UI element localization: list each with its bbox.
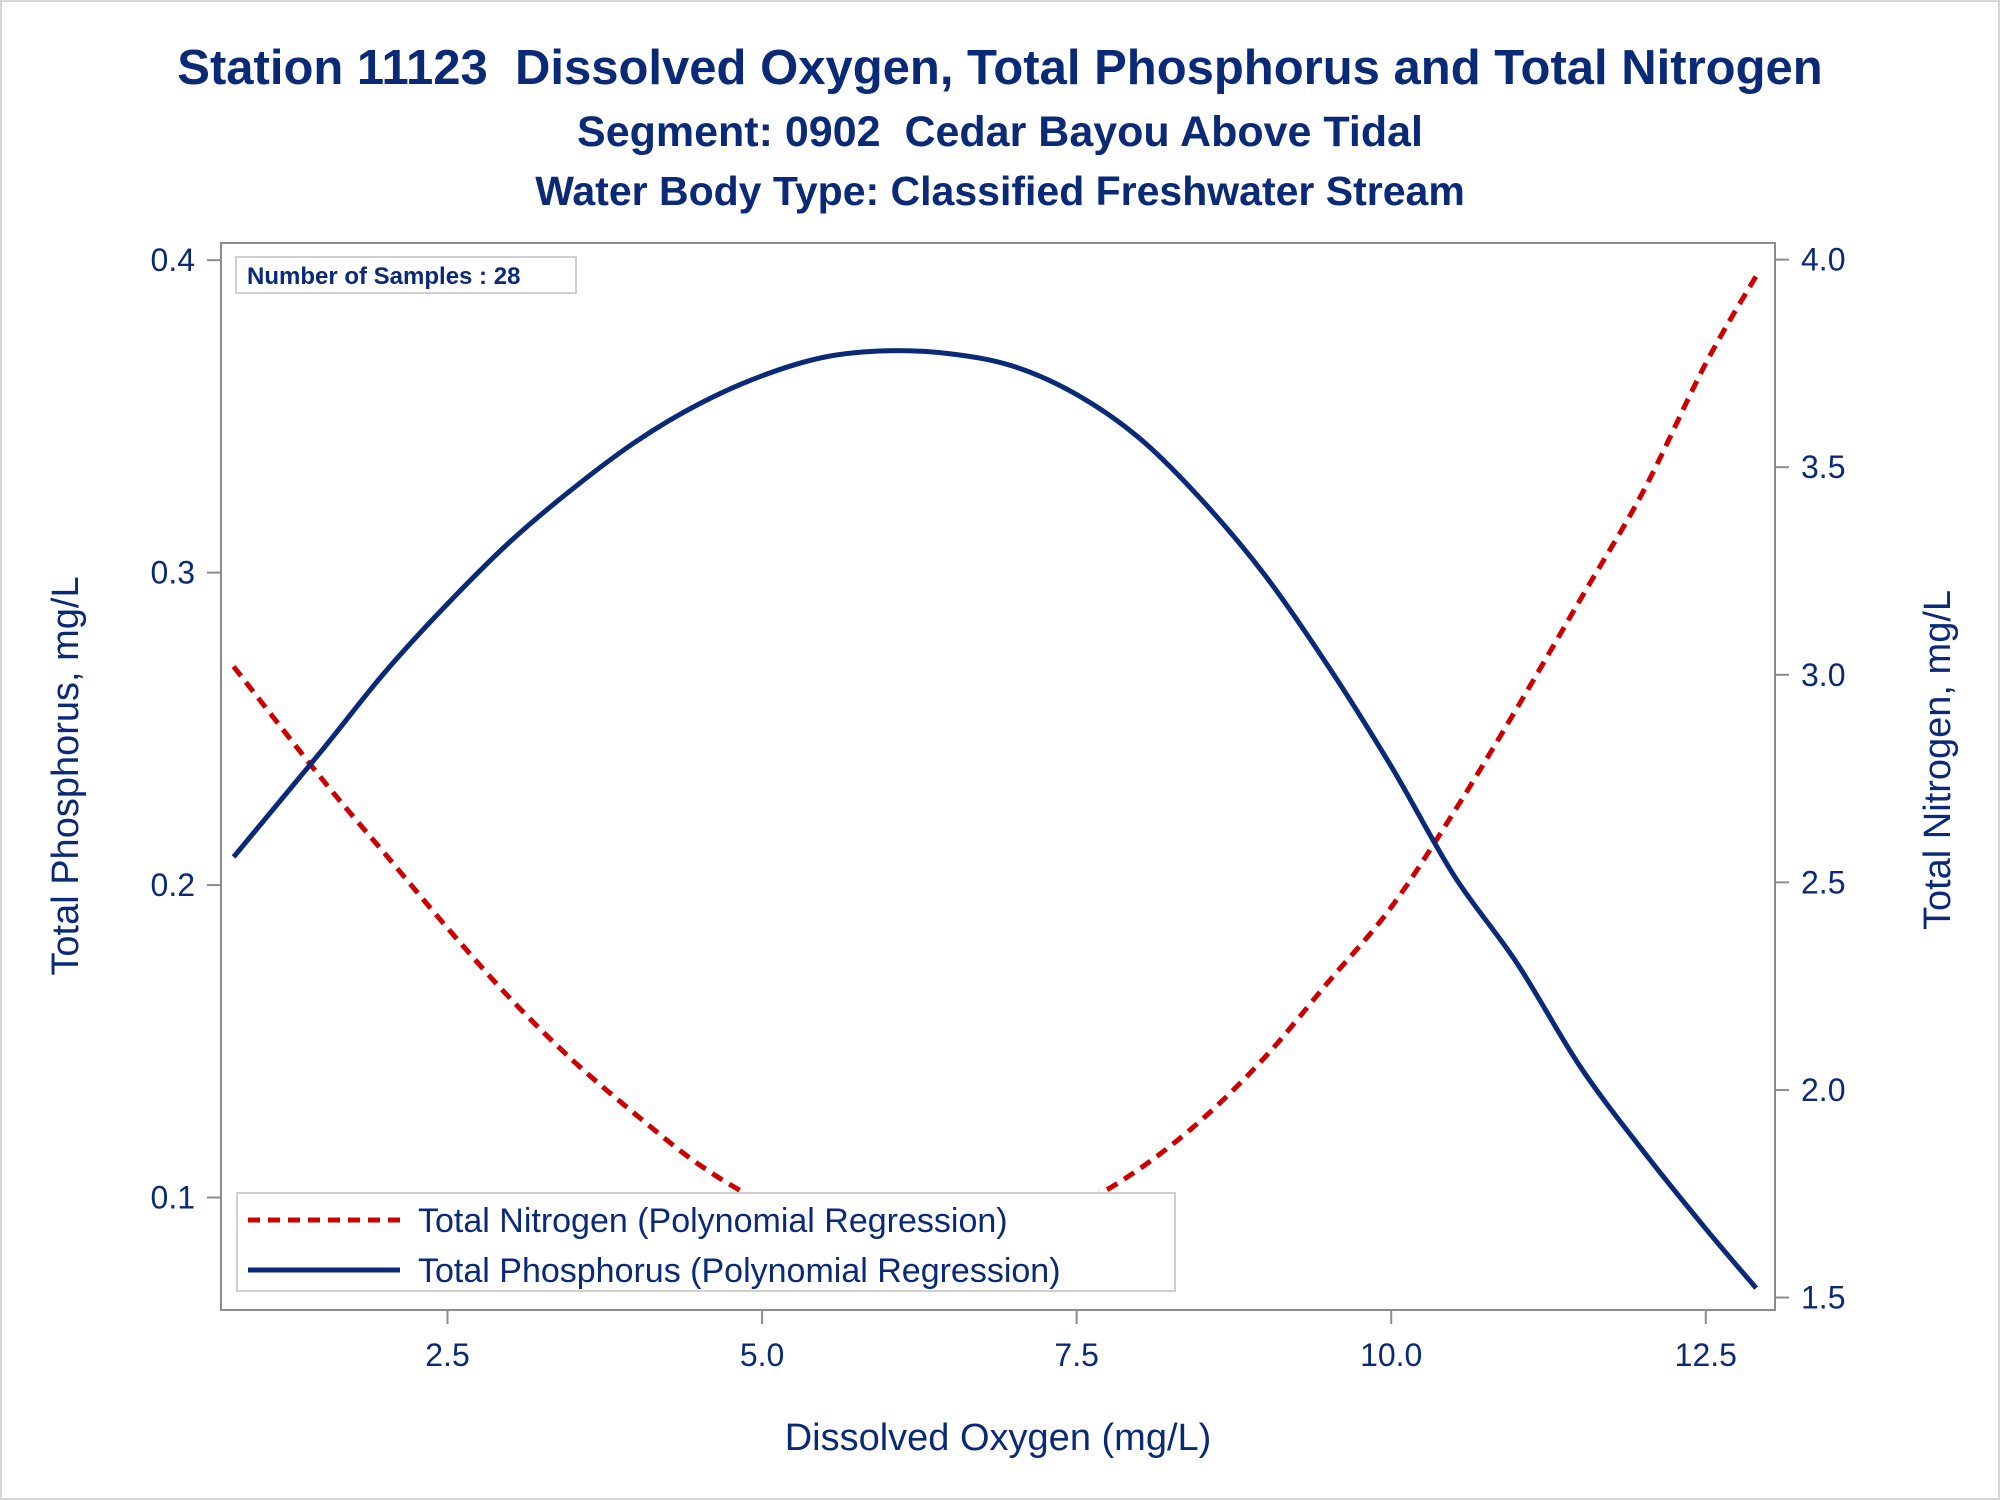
legend-label-phosphorus: Total Phosphorus (Polynomial Regression)	[418, 1252, 1061, 1290]
x-axis-label: Dissolved Oxygen (mg/L)	[785, 1417, 1212, 1459]
y-tick-label: 0.2	[151, 867, 195, 903]
y2-axis-ticks: 1.5 2.0 2.5 3.0 3.5 4.0	[1775, 242, 1845, 1316]
y2-tick-label: 1.5	[1801, 1280, 1845, 1316]
sample-count-text: Number of Samples : 28	[247, 263, 520, 290]
y-axis-ticks: 0.1 0.2 0.3 0.4	[151, 242, 221, 1216]
chart-subtitle-2: Water Body Type: Classified Freshwater S…	[535, 168, 1465, 214]
x-tick-label: 5.0	[740, 1337, 784, 1373]
chart-title: Station 11123 Dissolved Oxygen, Total Ph…	[177, 41, 1823, 95]
x-tick-label: 7.5	[1054, 1337, 1098, 1373]
series-line-nitrogen	[231, 274, 1759, 1248]
plot-area	[220, 242, 1776, 1311]
y2-tick-label: 2.0	[1801, 1072, 1845, 1108]
x-tick-label: 12.5	[1675, 1337, 1737, 1373]
y2-axis-label: Total Nitrogen, mg/L	[1917, 590, 1959, 930]
sample-count-frame	[235, 256, 577, 294]
chart-subtitle: Segment: 0902 Cedar Bayou Above Tidal	[577, 108, 1423, 156]
y2-tick-label: 3.0	[1801, 657, 1845, 693]
y2-tick-label: 4.0	[1801, 242, 1845, 278]
y-tick-label: 0.3	[151, 555, 195, 591]
y-tick-label: 0.1	[151, 1180, 195, 1216]
y-tick-label: 0.4	[151, 242, 195, 278]
sample-count-box: Number of Samples : 28	[235, 256, 577, 294]
legend-frame	[236, 1192, 1176, 1292]
legend-label-nitrogen: Total Nitrogen (Polynomial Regression)	[418, 1202, 1008, 1240]
y2-tick-label: 3.5	[1801, 449, 1845, 485]
series-layer	[231, 274, 1759, 1290]
x-axis-ticks: 2.5 5.0 7.5 10.0 12.5	[425, 1310, 1737, 1373]
y2-tick-label: 2.5	[1801, 864, 1845, 900]
legend: Total Nitrogen (Polynomial Regression) T…	[236, 1192, 1176, 1292]
x-tick-label: 10.0	[1360, 1337, 1422, 1373]
x-tick-label: 2.5	[425, 1337, 469, 1373]
series-line-phosphorus	[231, 348, 1759, 1290]
y-axis-label: Total Phosphorus, mg/L	[45, 576, 87, 975]
